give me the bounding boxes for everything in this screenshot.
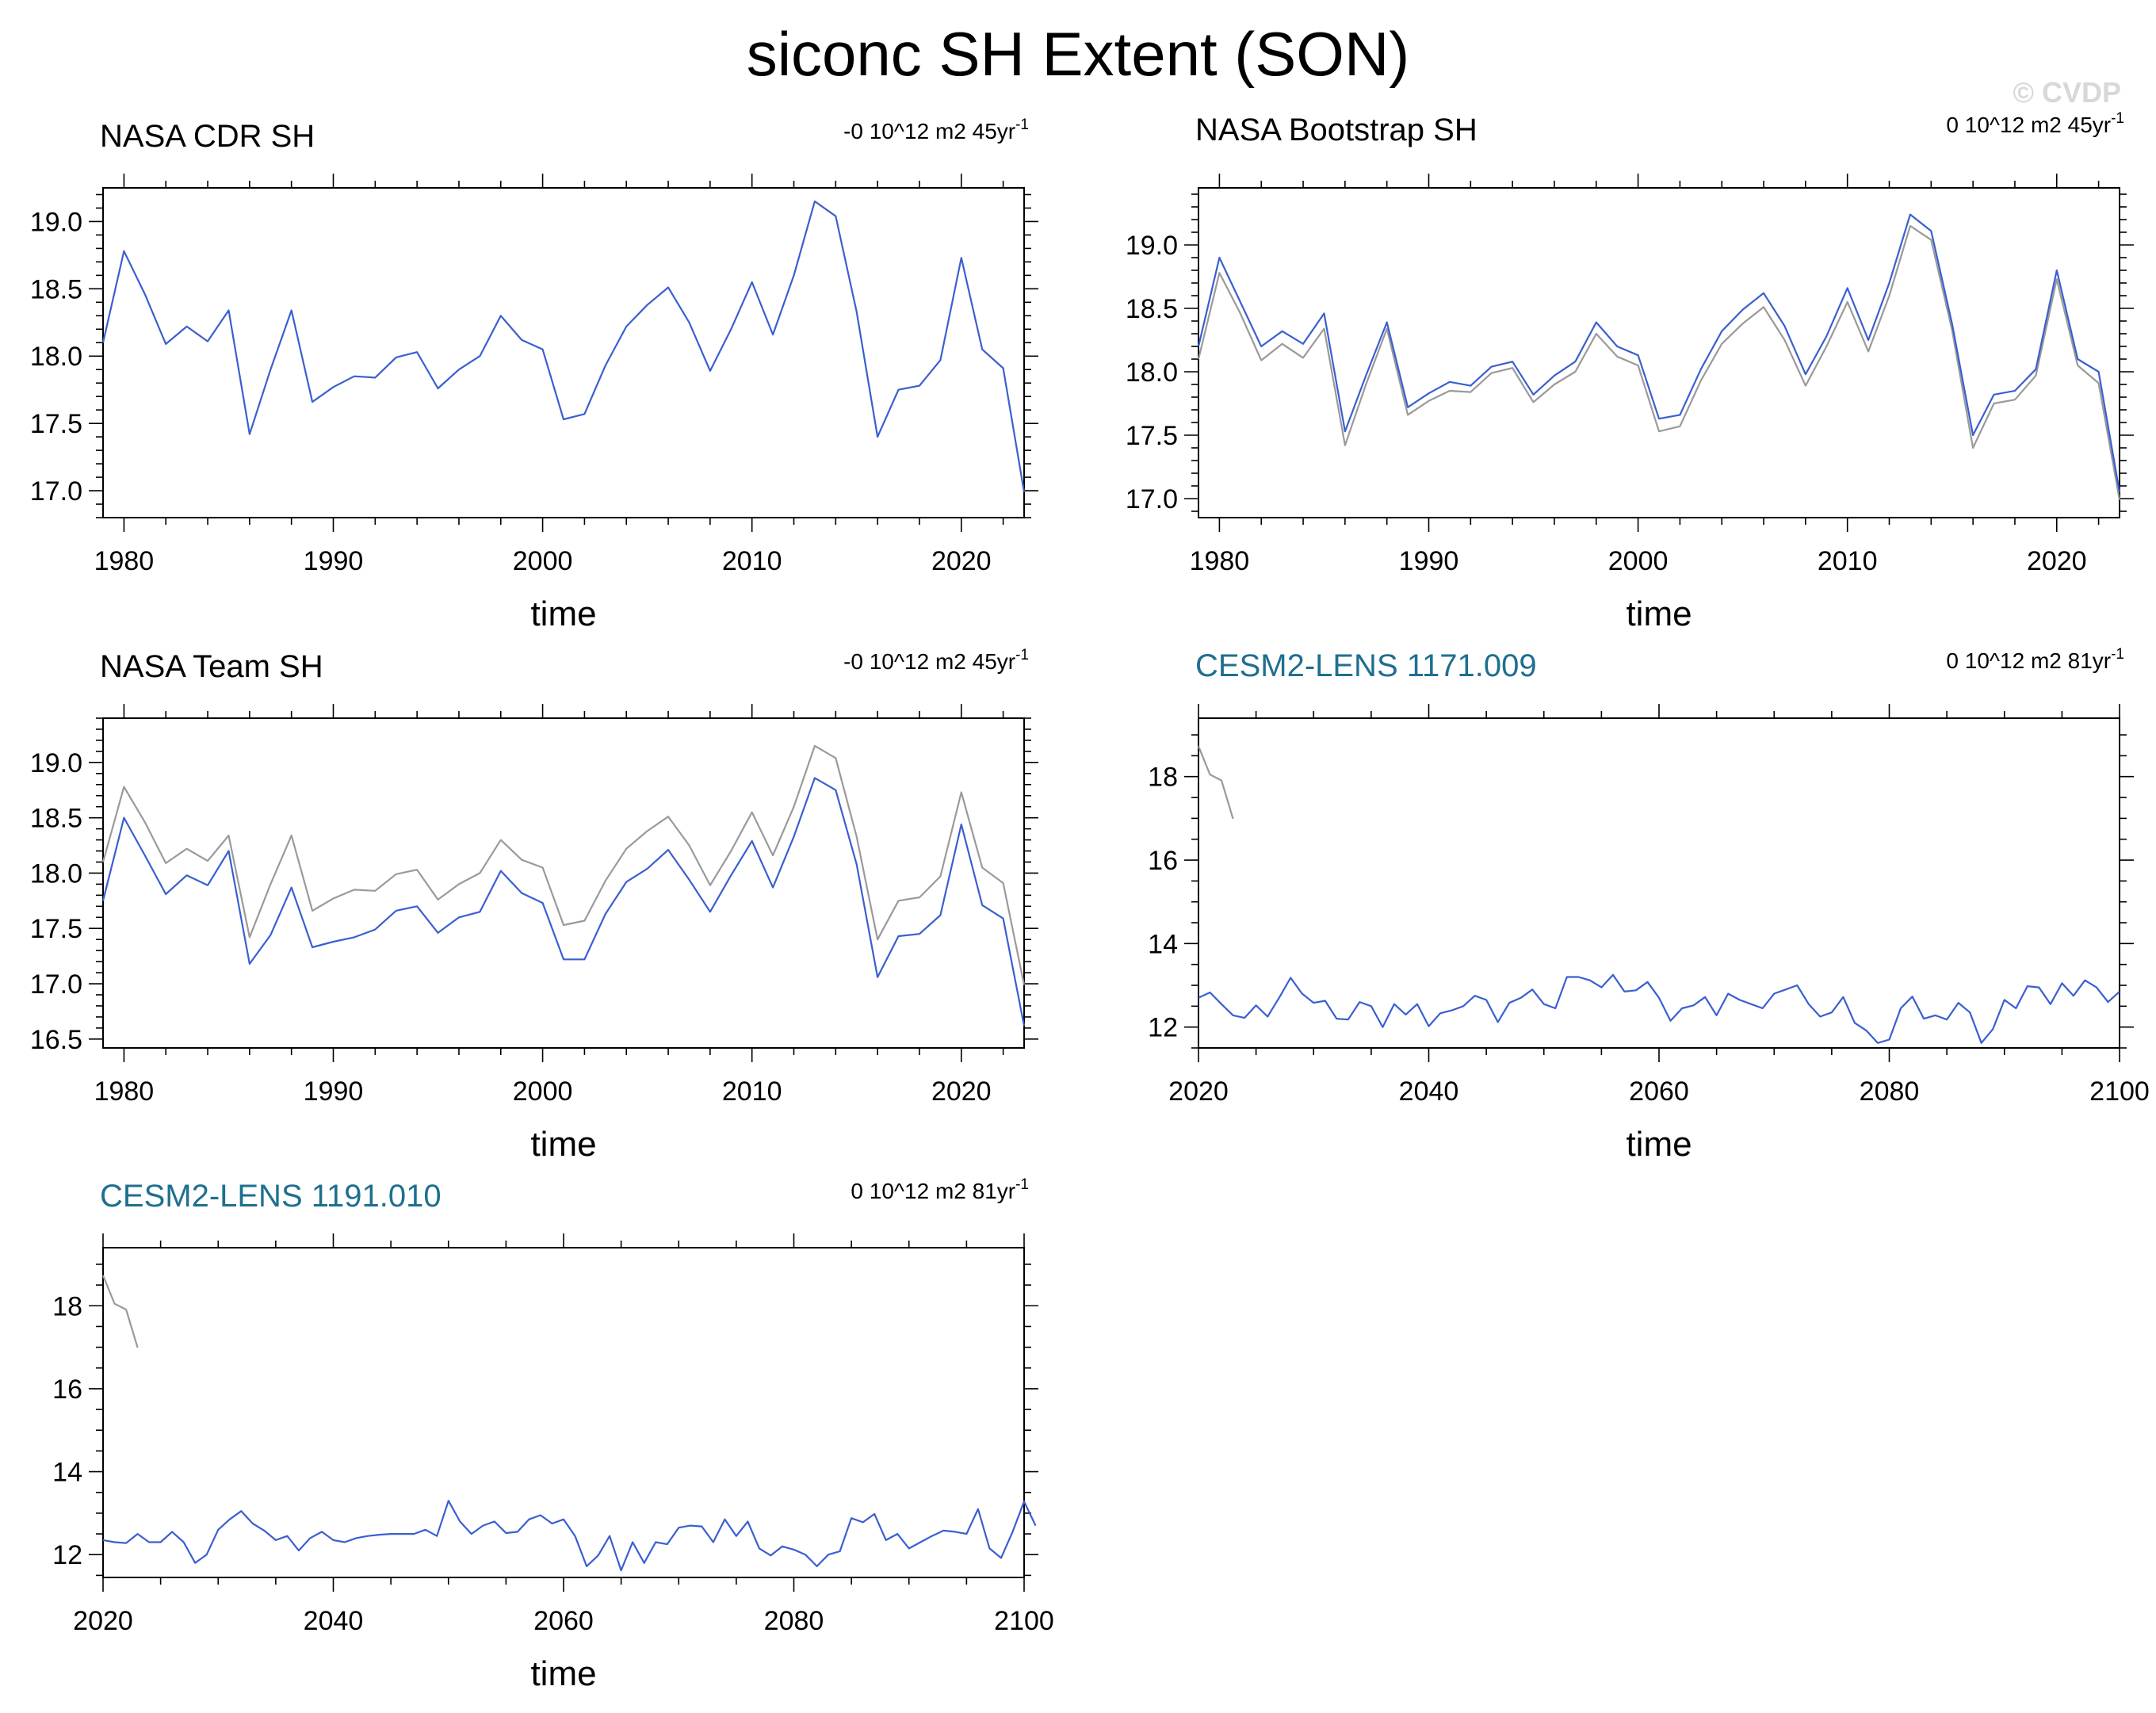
trend-superscript: -1 <box>1015 1176 1029 1193</box>
panel-title: NASA Team SH <box>100 649 323 684</box>
x-tick-label: 2060 <box>533 1606 594 1636</box>
chart-panel: 1980 1990 2000 2010 2020 17.0 17.5 18.0 18.5 19.0… <box>1126 110 2134 633</box>
x-axis-label: time <box>1626 595 1692 633</box>
trend-text: -0 10^12 m2 45yr <box>843 119 1015 143</box>
y-tick-label: 17.0 <box>30 969 82 1000</box>
y-tick-label: 19.0 <box>30 748 82 778</box>
x-tick-label: 2020 <box>73 1606 133 1636</box>
series-line <box>1198 973 2120 1044</box>
y-tick-label: 18.0 <box>30 342 82 372</box>
trend-superscript: -1 <box>2111 646 2124 663</box>
observed-series-line <box>101 744 1026 985</box>
panel-title: NASA Bootstrap SH <box>1195 113 1477 147</box>
series-line <box>102 1500 1037 1572</box>
y-tick-label: 12 <box>52 1540 82 1570</box>
x-tick-label: 2020 <box>2027 546 2087 576</box>
x-tick-label: 2000 <box>1608 546 1669 576</box>
trend-text: 0 10^12 m2 45yr <box>1946 113 2111 137</box>
observed-series-line <box>101 1275 139 1348</box>
y-tick-label: 16 <box>52 1375 82 1405</box>
trend-text: -0 10^12 m2 45yr <box>843 649 1015 674</box>
x-tick-label: 1990 <box>304 546 364 576</box>
page-title: siconc SH Extent (SON) <box>746 19 1410 89</box>
x-tick-label: 2020 <box>931 1076 992 1107</box>
y-tick-label: 16 <box>1148 846 1178 876</box>
x-tick-label: 2020 <box>1168 1076 1229 1107</box>
y-tick-label: 18.5 <box>30 804 82 834</box>
y-tick-label: 14 <box>52 1458 82 1488</box>
x-tick-label: 2080 <box>764 1606 824 1636</box>
x-tick-label: 2080 <box>1860 1076 1920 1107</box>
y-tick-label: 19.0 <box>1126 231 1178 261</box>
y-tick-label: 17.5 <box>30 914 82 944</box>
plot-frame <box>102 187 1025 518</box>
x-tick-label: 2060 <box>1629 1076 1689 1107</box>
y-tick-label: 18.5 <box>1126 294 1178 324</box>
panel-title: NASA CDR SH <box>100 119 315 154</box>
plot-frame <box>1198 187 2120 518</box>
y-tick-label: 17.5 <box>30 409 82 439</box>
trend-text: 0 10^12 m2 81yr <box>1946 648 2111 673</box>
x-tick-label: 2010 <box>722 1076 782 1107</box>
panel-title: CESM2-LENS 1171.009 <box>1195 648 1537 683</box>
x-axis-label: time <box>1626 1125 1692 1164</box>
x-tick-label: 2010 <box>1818 546 1878 576</box>
x-tick-label: 2020 <box>931 546 992 576</box>
y-tick-label: 18 <box>1148 763 1178 793</box>
x-tick-label: 2040 <box>304 1606 364 1636</box>
copyright-label: © CVDP <box>2013 76 2121 109</box>
y-tick-label: 16.5 <box>30 1025 82 1055</box>
trend-annotation: -0 10^12 m2 45yr-1 <box>843 647 1029 674</box>
plot-frame <box>102 717 1025 1049</box>
y-tick-label: 17.5 <box>1126 421 1178 451</box>
x-tick-label: 1980 <box>1190 546 1250 576</box>
trend-text: 0 10^12 m2 81yr <box>851 1179 1015 1203</box>
series-line <box>101 777 1026 1027</box>
x-tick-label: 2100 <box>2089 1076 2150 1107</box>
trend-annotation: 0 10^12 m2 81yr-1 <box>851 1176 1029 1203</box>
observed-series-line <box>1197 745 1234 820</box>
chart-panel: 2020 2040 2060 2080 2100 12 14 16 18 time CESM2-LE… <box>52 1176 1054 1693</box>
trend-annotation: 0 10^12 m2 45yr-1 <box>1946 110 2124 137</box>
plot-frame <box>102 1247 1025 1578</box>
x-tick-label: 1980 <box>94 546 155 576</box>
trend-superscript: -1 <box>2111 110 2124 127</box>
y-tick-label: 18.0 <box>30 858 82 889</box>
series-line <box>101 200 1026 492</box>
x-axis-label: time <box>530 1654 596 1693</box>
y-tick-label: 18.0 <box>1126 358 1178 388</box>
trend-superscript: -1 <box>1015 117 1029 133</box>
chart-panel: 1980 1990 2000 2010 2020 16.5 17.0 17.5 18.0 18.5… <box>30 647 1038 1164</box>
y-tick-label: 18 <box>52 1291 82 1321</box>
x-axis-label: time <box>530 1125 596 1164</box>
panel-title: CESM2-LENS 1191.010 <box>100 1179 442 1214</box>
trend-annotation: -0 10^12 m2 45yr-1 <box>843 117 1029 143</box>
x-tick-label: 2100 <box>994 1606 1054 1636</box>
x-tick-label: 2000 <box>513 1076 573 1107</box>
x-tick-label: 1990 <box>1399 546 1459 576</box>
y-tick-label: 17.0 <box>1126 484 1178 514</box>
y-tick-label: 17.0 <box>30 476 82 507</box>
x-tick-label: 1990 <box>304 1076 364 1107</box>
x-tick-label: 2000 <box>513 546 573 576</box>
observed-series-line <box>1197 224 2121 500</box>
x-tick-label: 2040 <box>1399 1076 1459 1107</box>
chart-panel: 2020 2040 2060 2080 2100 12 14 16 18 time CESM2-LE… <box>1148 646 2150 1164</box>
x-tick-label: 1980 <box>94 1076 155 1107</box>
x-tick-label: 2010 <box>722 546 782 576</box>
y-tick-label: 19.0 <box>30 207 82 237</box>
series-line <box>1197 213 2121 493</box>
trend-superscript: -1 <box>1015 647 1029 663</box>
chart-panel: 1980 1990 2000 2010 2020 17.0 17.5 18.0 18.5 19.0… <box>30 117 1038 633</box>
x-axis-label: time <box>530 595 596 633</box>
y-tick-label: 12 <box>1148 1013 1178 1043</box>
y-tick-label: 18.5 <box>30 274 82 304</box>
trend-annotation: 0 10^12 m2 81yr-1 <box>1946 646 2124 673</box>
y-tick-label: 14 <box>1148 929 1178 959</box>
